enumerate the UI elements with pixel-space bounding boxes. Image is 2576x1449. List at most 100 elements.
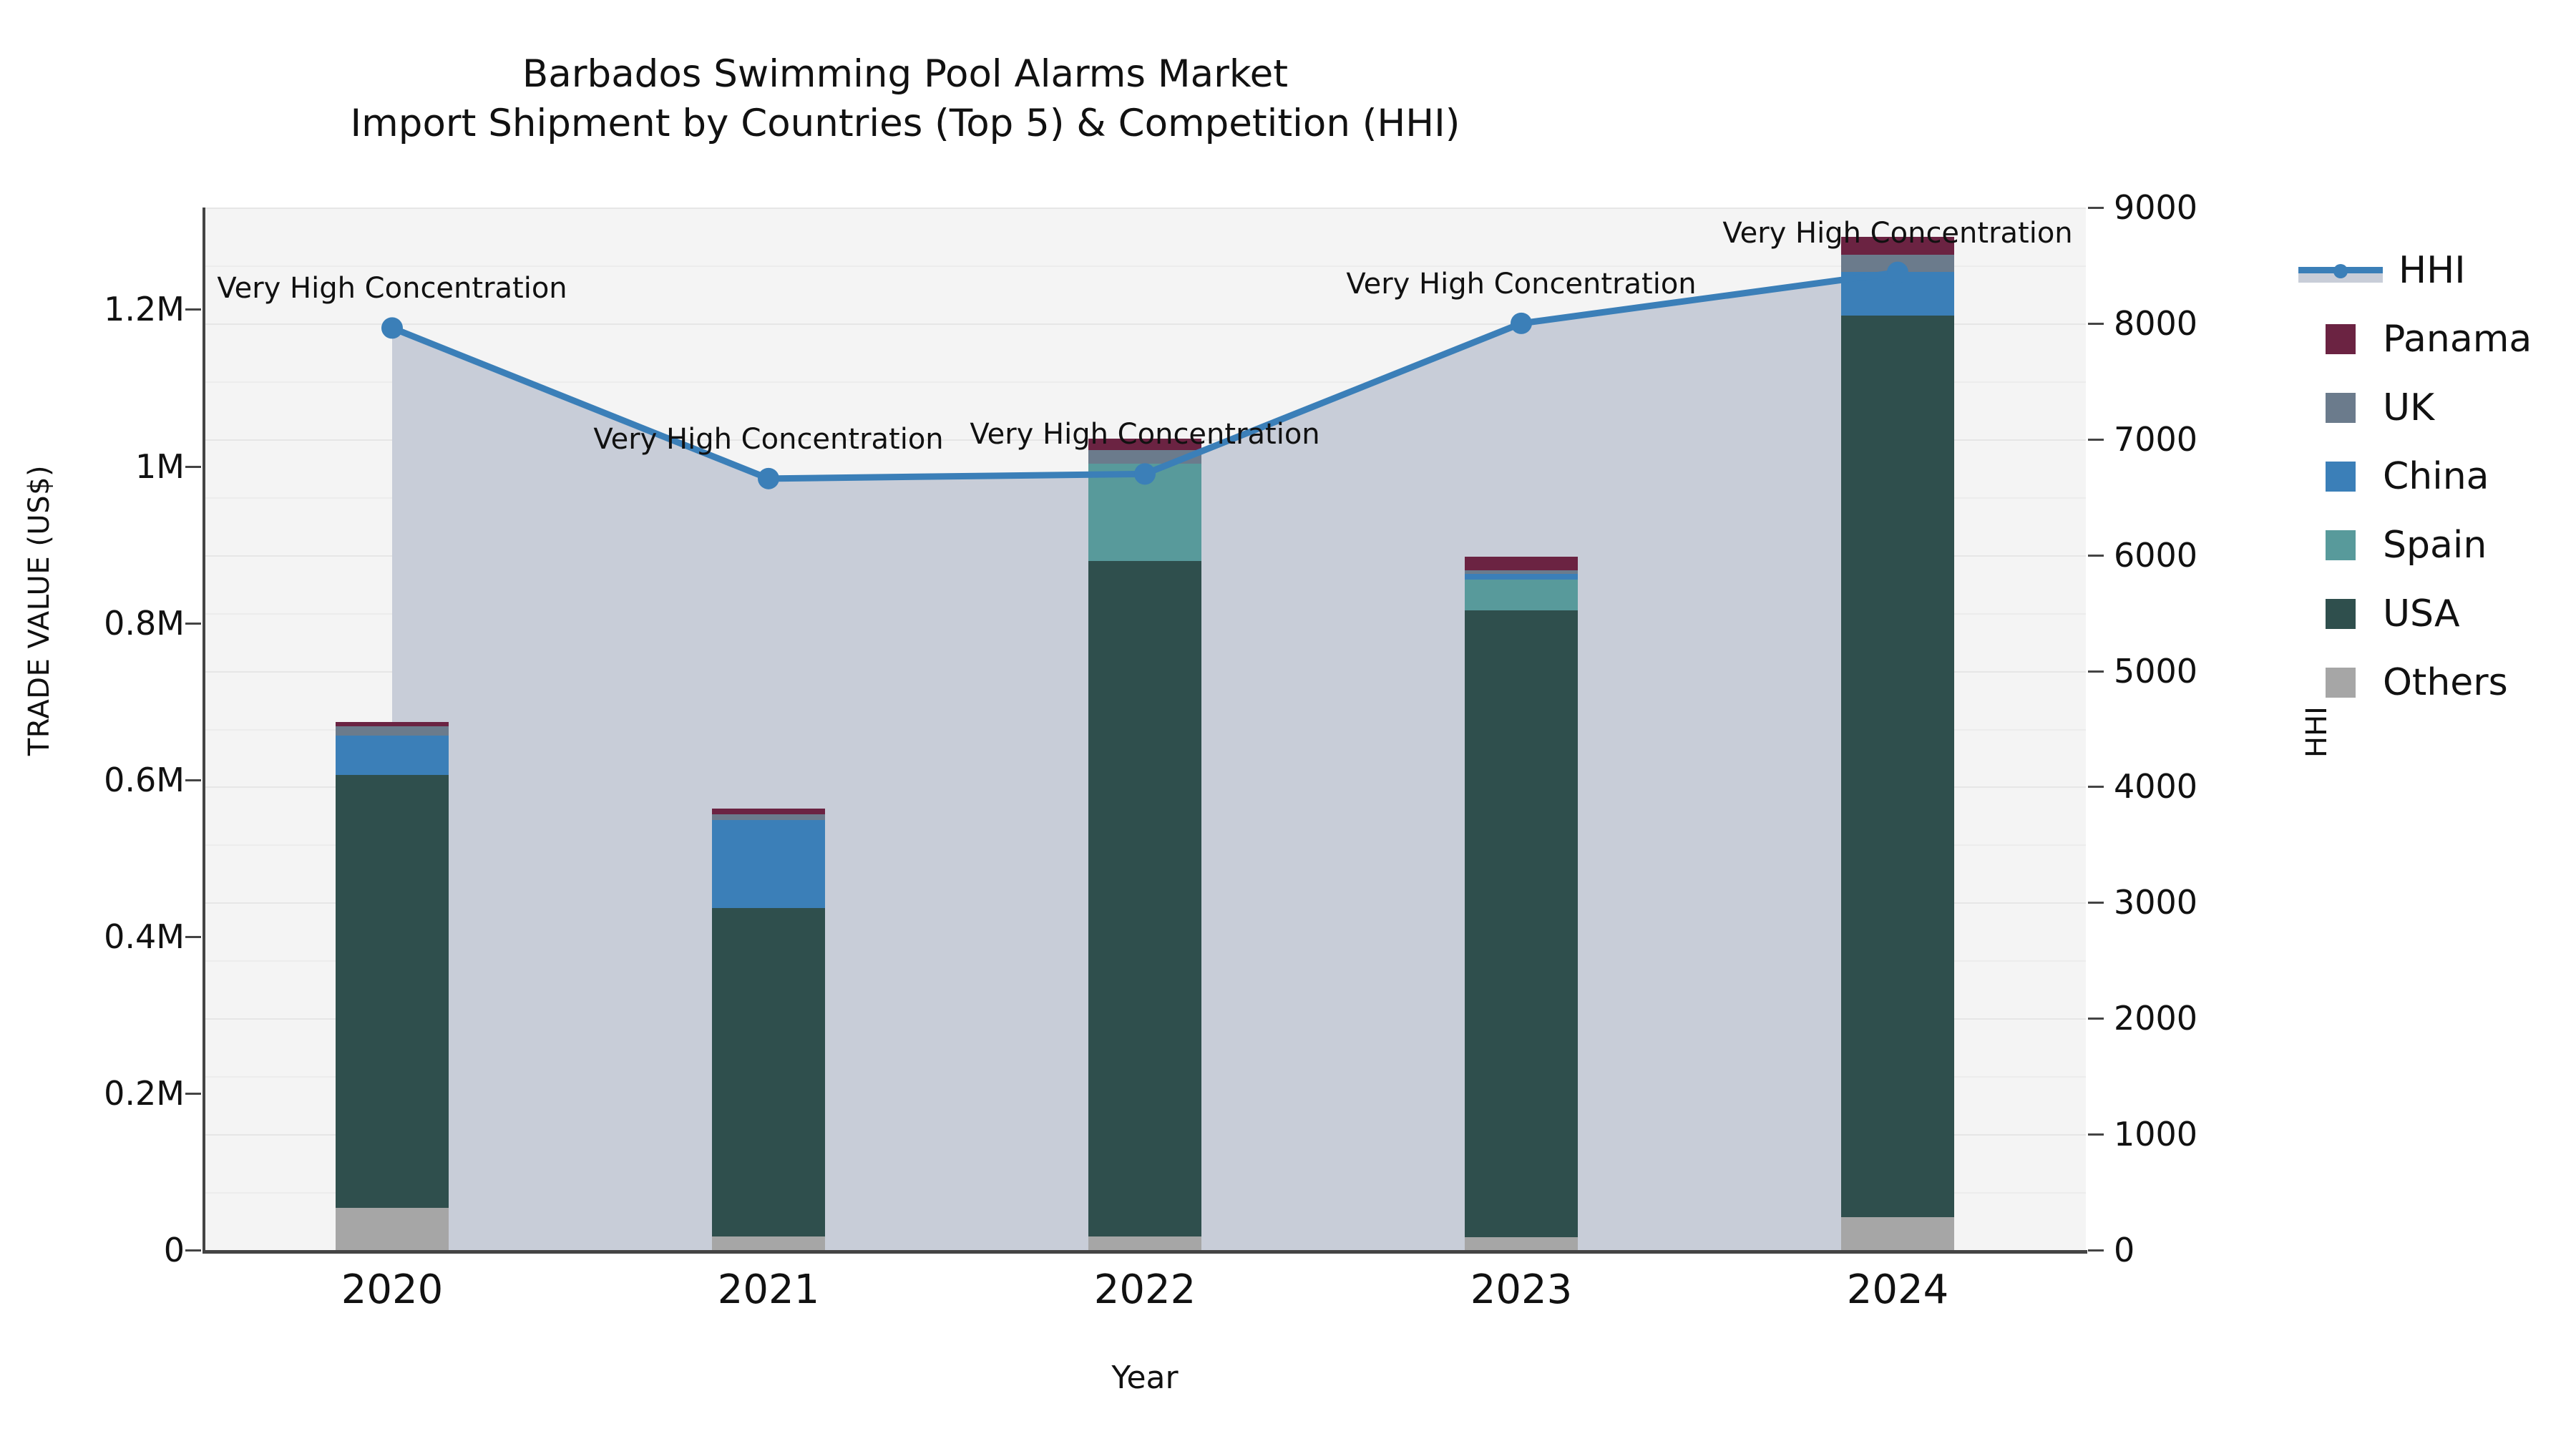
y-axis-left-tick-mark [185,1249,201,1252]
hhi-line-overlay [381,261,1908,489]
gridline [204,265,2086,267]
y-axis-right-tick-label: 7000 [2114,419,2198,459]
bar-segment-usa[interactable] [712,908,825,1237]
bar-segment-spain[interactable] [1465,580,1578,611]
y-axis-right-tick-mark [2088,554,2104,557]
bar-segment-others[interactable] [336,1207,449,1250]
legend: HHI Panama UK China Spain USA Others [2298,236,2569,717]
bar-segment-others[interactable] [712,1236,825,1250]
legend-swatch-icon [2326,530,2356,560]
x-axis-tick-label-2024: 2024 [1846,1267,1949,1313]
bar-segment-panama[interactable] [1465,556,1578,571]
bar-segment-uk[interactable] [336,726,449,736]
legend-swatch-icon [2326,393,2356,423]
y-axis-right-tick-label: 9000 [2114,188,2198,227]
legend-line-icon [2298,255,2383,286]
y-axis-left-tick-mark [185,779,201,781]
annotation-2020: Very High Concentration [217,272,567,306]
y-axis-left-tick-mark [185,465,201,468]
y-axis-left-tick-mark [185,308,201,311]
y-axis-right-tick-label: 6000 [2114,535,2198,575]
chart-title-line-2: Import Shipment by Countries (Top 5) & C… [350,101,1460,145]
y-axis-right-tick-label: 5000 [2114,651,2198,691]
y-axis-right-tick-mark [2088,670,2104,673]
y-axis-right-tick-mark [2088,438,2104,441]
bar-segment-panama[interactable] [712,809,825,814]
y-axis-right-tick-label: 2000 [2114,999,2198,1038]
bar-2024[interactable] [1841,236,1954,1250]
legend-swatch-icon [2326,462,2356,492]
chart-title-line-1: Barbados Swimming Pool Alarms Market [522,52,1289,96]
y-axis-right-tick-mark [2088,1249,2104,1252]
legend-label: Panama [2383,318,2532,361]
legend-item-panama[interactable]: Panama [2326,305,2569,374]
bar-segment-usa[interactable] [1465,610,1578,1238]
legend-swatch-icon [2326,324,2356,354]
y-axis-right-tick-mark [2088,902,2104,904]
legend-label: USA [2383,592,2460,635]
legend-label: Others [2383,661,2508,704]
bar-segment-panama[interactable] [336,721,449,727]
bar-2023[interactable] [1465,556,1578,1250]
bar-segment-usa[interactable] [1088,561,1201,1237]
annotation-2021: Very High Concentration [593,422,944,456]
legend-label: Spain [2383,524,2487,567]
y-axis-left-tick-label: 1.2M [104,290,185,329]
y-axis-left-label: TRADE VALUE (US$) [23,464,56,756]
bar-segment-others[interactable] [1841,1217,1954,1250]
x-axis-label: Year [1111,1360,1179,1396]
bar-segment-china[interactable] [336,736,449,776]
bar-segment-china[interactable] [712,819,825,909]
y-axis-right-tick-label: 1000 [2114,1115,2198,1154]
y-axis-right-tick-label: 0 [2114,1231,2135,1269]
x-axis-spine [203,1250,2087,1254]
y-axis-left-tick-mark [185,1092,201,1095]
y-axis-right-tick-label: 3000 [2114,883,2198,922]
annotation-2023: Very High Concentration [1346,267,1697,301]
bar-segment-uk[interactable] [712,814,825,820]
bar-segment-uk[interactable] [1465,570,1578,574]
bar-segment-others[interactable] [1465,1237,1578,1250]
bar-segment-others[interactable] [1088,1236,1201,1250]
x-axis-tick-label-2022: 2022 [1093,1267,1196,1313]
y-axis-left-tick-label: 0.6M [104,760,185,799]
bar-segment-china[interactable] [1465,573,1578,580]
y-axis-right-tick-mark [2088,786,2104,789]
x-axis-tick-label-2023: 2023 [1470,1267,1573,1313]
legend-label: UK [2383,386,2435,429]
bar-2020[interactable] [336,721,449,1250]
plot-area [204,208,2086,1250]
legend-item-others[interactable]: Others [2326,648,2569,717]
legend-item-china[interactable]: China [2326,442,2569,511]
legend-label: China [2383,455,2489,498]
y-axis-right-tick-mark [2088,322,2104,325]
legend-item-hhi[interactable]: HHI [2298,236,2569,305]
bar-segment-panama[interactable] [1841,236,1954,255]
gridline [204,208,2086,209]
y-axis-left-tick-mark [185,622,201,625]
y-axis-left-tick-label: 0.8M [104,603,185,643]
legend-item-usa[interactable]: USA [2326,580,2569,648]
y-axis-left-tick-label: 0 [163,1231,185,1269]
y-axis-left: 0 0.2M 0.4M 0.6M 0.8M 1M 1.2M [0,0,201,1449]
legend-swatch-icon [2326,599,2356,629]
y-axis-right-tick-label: 4000 [2114,767,2198,806]
bar-2021[interactable] [712,809,825,1250]
y-axis-right-tick-label: 8000 [2114,303,2198,343]
legend-item-spain[interactable]: Spain [2326,511,2569,580]
y-axis-left-tick-mark [185,935,201,938]
y-axis-left-tick-label: 1M [135,447,185,486]
bar-segment-usa[interactable] [1841,316,1954,1217]
chart-title: Barbados Swimming Pool Alarms Market Imp… [0,50,1810,149]
bar-2022[interactable] [1088,439,1201,1250]
legend-item-uk[interactable]: UK [2326,374,2569,442]
x-axis-tick-label-2020: 2020 [341,1267,444,1313]
gridline [204,381,2086,383]
x-axis-tick-label-2021: 2021 [717,1267,820,1313]
bar-segment-panama[interactable] [1088,439,1201,450]
y-axis-right-tick-mark [2088,207,2104,209]
bar-segment-usa[interactable] [336,775,449,1208]
y-axis-right: 0 1000 2000 3000 4000 5000 6000 7000 8000 9000 [2088,0,2374,1449]
annotation-2024: Very High Concentration [1722,216,2073,250]
